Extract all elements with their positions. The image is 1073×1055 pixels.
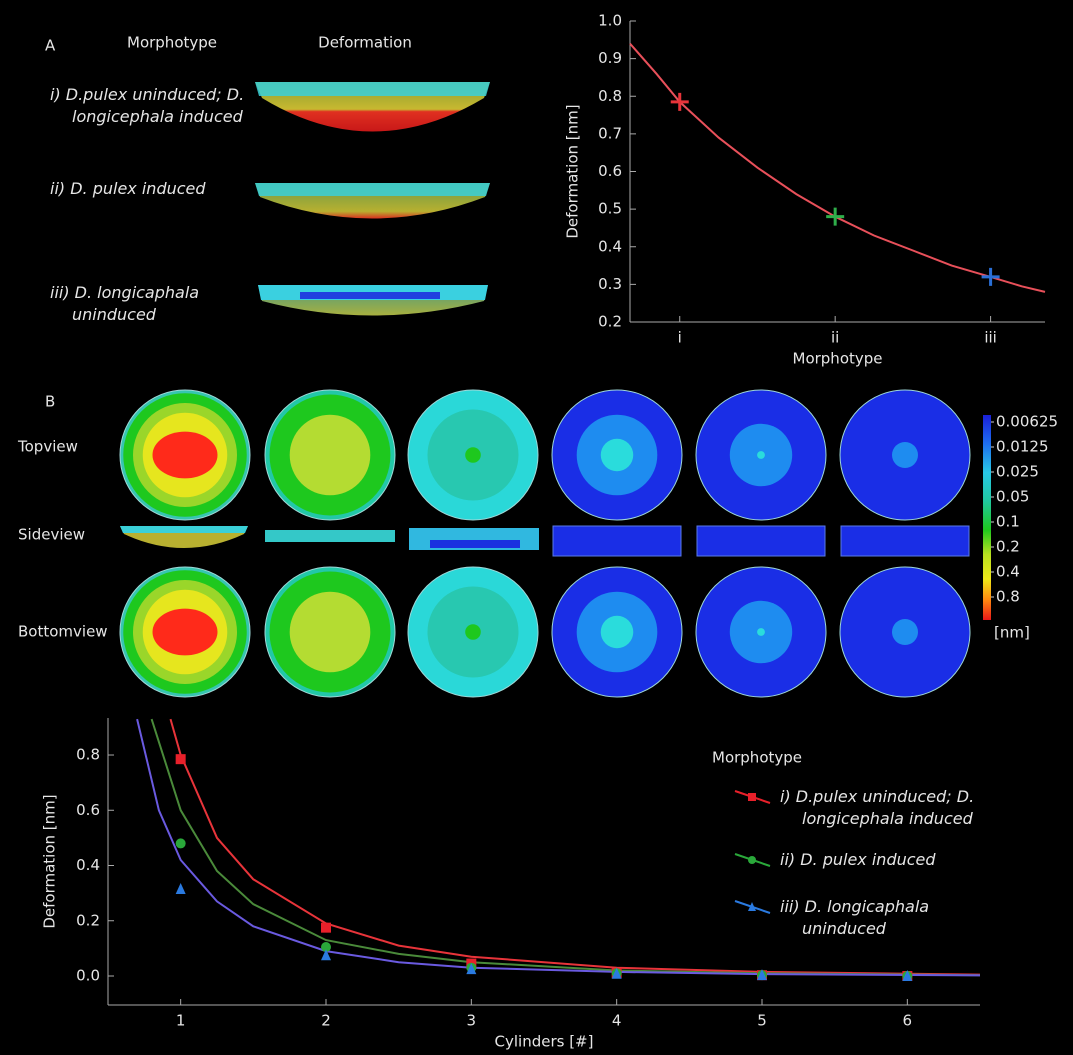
deformation-ring: [601, 616, 634, 649]
y-axis-title: Deformation [nm]: [564, 104, 582, 238]
data-point: [321, 923, 331, 933]
side-slab: [553, 526, 681, 556]
panel-label: A: [45, 37, 56, 55]
colorbar-label: 0.05: [996, 488, 1029, 506]
panel-b-illustrations: [120, 390, 970, 697]
side-slab-core: [430, 540, 520, 548]
x-tick-label: iii: [984, 329, 997, 347]
figure: A Morphotype Deformation B Topview Sideview Bo…: [0, 0, 1073, 1055]
morphotype-label: i) D.pulex uninduced; D. longicephala in…: [50, 84, 287, 128]
data-point: [748, 856, 756, 864]
y-tick-label: 0.6: [598, 162, 622, 180]
x-axis-title: Cylinders [#]: [495, 1033, 594, 1051]
deformation-ring: [757, 451, 765, 459]
y-tick-label: 0.8: [76, 746, 100, 764]
y-tick-label: 0.4: [598, 237, 622, 255]
column-header: Morphotype: [127, 34, 217, 52]
panel-label: B: [45, 393, 55, 411]
deformation-ring: [465, 447, 481, 463]
deformation-ring: [892, 619, 918, 645]
x-tick-label: 2: [321, 1012, 331, 1030]
x-axis-title: Morphotype: [793, 350, 883, 368]
colorbar-label: 0.2: [996, 538, 1020, 556]
x-tick-label: 5: [757, 1012, 767, 1030]
colorbar-label: 0.4: [996, 563, 1020, 581]
side-lens-top: [120, 526, 248, 533]
x-tick-label: 3: [467, 1012, 477, 1030]
legend-label: i) D.pulex uninduced; D. longicephala in…: [780, 786, 1017, 830]
deformation-ring: [757, 628, 765, 636]
view-label: Bottomview: [18, 623, 108, 641]
data-point: [982, 268, 1000, 286]
x-tick-label: 6: [903, 1012, 913, 1030]
y-tick-label: 0.4: [76, 856, 100, 874]
colorbar-label: 0.00625: [996, 413, 1058, 431]
legend-title: Morphotype: [712, 749, 802, 767]
colorbar-label: 0.8: [996, 588, 1020, 606]
legend-swatch: [735, 791, 770, 803]
data-point: [748, 793, 756, 801]
legend-label: iii) D. longicaphala uninduced: [780, 896, 1017, 940]
deformation-ring: [153, 432, 218, 479]
view-label: Topview: [17, 438, 78, 456]
colorbar-unit: [nm]: [994, 624, 1030, 642]
morphotype-label: ii) D. pulex induced: [50, 178, 302, 200]
lens-i-top: [255, 82, 490, 96]
side-slab: [265, 530, 395, 542]
y-tick-label: 0.0: [76, 966, 100, 984]
deformation-ring: [153, 609, 218, 656]
y-tick-label: 0.5: [598, 200, 622, 218]
y-tick-label: 0.9: [598, 49, 622, 67]
y-tick-label: 1.0: [598, 12, 622, 30]
data-point: [176, 754, 186, 764]
deformation-ring: [290, 415, 371, 496]
view-label: Sideview: [18, 526, 85, 544]
side-slab: [841, 526, 969, 556]
data-point: [176, 883, 186, 894]
colorbar-label: 0.0125: [996, 438, 1049, 456]
legend-swatch: [735, 854, 770, 866]
colorbar-label: 0.025: [996, 463, 1039, 481]
deformation-ring: [601, 439, 634, 472]
y-axis-title: Deformation [nm]: [41, 794, 59, 928]
lens-iii-core: [300, 292, 440, 299]
y-tick-label: 0.8: [598, 87, 622, 105]
y-tick-label: 0.2: [598, 313, 622, 331]
colorbar-label: 0.1: [996, 513, 1020, 531]
data-point: [176, 838, 186, 848]
x-tick-label: ii: [831, 329, 839, 347]
x-tick-label: i: [678, 329, 682, 347]
side-slab: [697, 526, 825, 556]
column-header: Deformation: [318, 34, 412, 52]
deformation-ring: [290, 592, 371, 673]
fit-line: [630, 44, 1045, 292]
morphotype-label: iii) D. longicaphala uninduced: [50, 282, 272, 326]
y-tick-label: 0.3: [598, 275, 622, 293]
legend-label: ii) D. pulex induced: [780, 849, 1017, 871]
y-tick-label: 0.6: [76, 801, 100, 819]
legend-swatch: [735, 901, 770, 913]
y-tick-label: 0.2: [76, 911, 100, 929]
x-tick-label: 1: [176, 1012, 186, 1030]
colorbar: [983, 415, 991, 620]
deformation-ring: [465, 624, 481, 640]
data-point: [826, 208, 844, 226]
y-tick-label: 0.7: [598, 124, 622, 142]
x-tick-label: 4: [612, 1012, 622, 1030]
deformation-ring: [892, 442, 918, 468]
